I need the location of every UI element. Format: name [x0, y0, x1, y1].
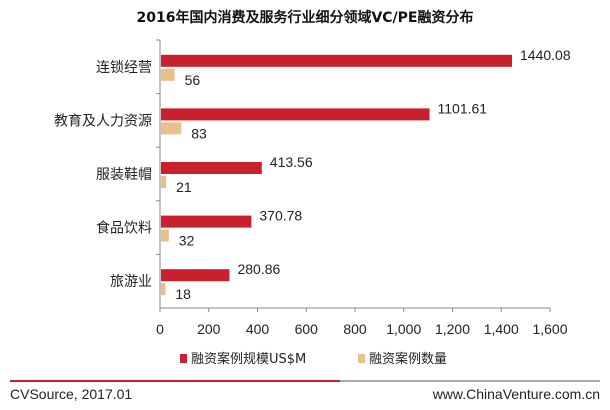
footer-website[interactable]: www.ChinaVenture.com.cn — [432, 386, 600, 402]
x-tick-label: 600 — [295, 321, 319, 337]
bar-financing-scale[interactable] — [161, 54, 513, 67]
x-tick-label: 1,000 — [386, 321, 421, 337]
category-label: 教育及人力资源 — [54, 113, 152, 129]
data-label: 18 — [175, 286, 191, 302]
category-label: 食品饮料 — [96, 220, 152, 237]
legend-swatch — [180, 354, 187, 363]
bar-financing-count[interactable] — [161, 229, 169, 242]
category-label: 连锁经营 — [96, 60, 152, 76]
data-label: 83 — [191, 125, 207, 141]
data-label: 413.56 — [270, 154, 313, 170]
data-label: 1101.61 — [438, 100, 488, 116]
x-tick-label: 800 — [343, 321, 367, 337]
legend-swatch — [358, 354, 365, 363]
data-label: 32 — [179, 233, 195, 249]
bar-financing-count[interactable] — [161, 176, 167, 188]
category-label: 旅游业 — [110, 274, 152, 290]
data-label: 56 — [185, 72, 201, 88]
x-tick-label: 200 — [197, 321, 221, 337]
bar-financing-scale[interactable] — [161, 108, 430, 121]
bar-financing-scale[interactable] — [161, 269, 230, 282]
data-label: 370.78 — [259, 208, 302, 224]
data-label: 21 — [176, 179, 192, 195]
chart-title: 2016年国内消费及服务行业细分领域VC/PE融资分布 — [136, 9, 473, 26]
data-label: 280.86 — [237, 261, 280, 277]
x-tick-label: 400 — [246, 321, 270, 337]
x-tick-label: 1,400 — [484, 321, 519, 337]
bar-financing-scale[interactable] — [161, 215, 252, 228]
category-label: 服装鞋帽 — [96, 167, 152, 183]
plot-area: 0 200 400 600 800 1,000 1,200 1,400 1,600 连锁经营 144… — [54, 39, 571, 337]
bar-financing-scale[interactable] — [161, 162, 262, 174]
legend-label: 融资案例数量 — [369, 352, 447, 367]
legend-label: 融资案例规模US$M — [191, 352, 306, 367]
bar-financing-count[interactable] — [161, 283, 166, 296]
bar-financing-count[interactable] — [161, 122, 182, 135]
x-tick-label: 1,200 — [435, 321, 470, 337]
x-tick-label: 0 — [156, 321, 164, 337]
legend: 融资案例规模US$M 融资案例数量 — [180, 352, 447, 367]
bar-financing-count[interactable] — [161, 68, 175, 81]
x-tick-label: 1,600 — [532, 321, 567, 337]
data-label: 1440.08 — [520, 47, 571, 63]
footer: CVSource, 2017.01 www.ChinaVenture.com.c… — [10, 380, 600, 402]
footer-source: CVSource, 2017.01 — [10, 386, 132, 402]
